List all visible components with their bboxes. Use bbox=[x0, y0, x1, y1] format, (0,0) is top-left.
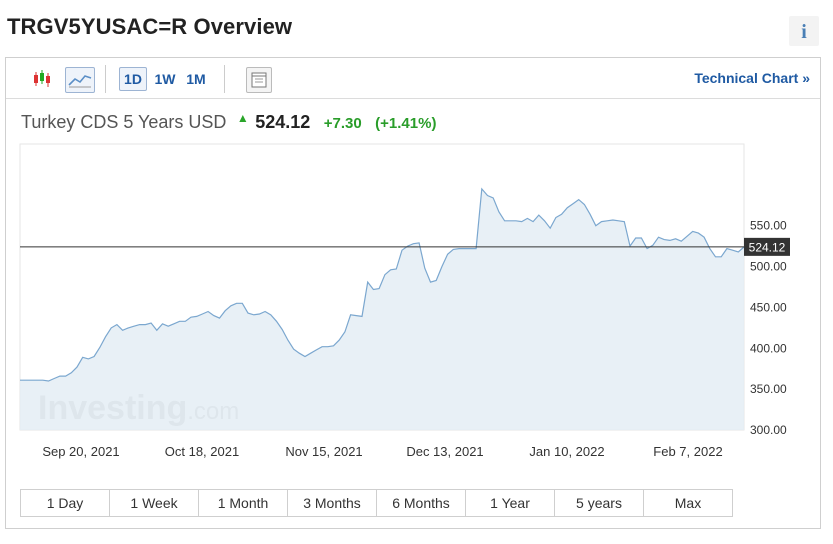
x-tick-label: Nov 15, 2021 bbox=[285, 444, 362, 459]
y-tick-label: 300.00 bbox=[750, 423, 787, 437]
range-6-months[interactable]: 6 Months bbox=[377, 490, 466, 516]
toolbar-divider bbox=[105, 65, 106, 93]
quote-header: Turkey CDS 5 Years USD ▲ 524.12 +7.30 (+… bbox=[21, 111, 436, 135]
series-line bbox=[20, 187, 745, 382]
technical-chart-link[interactable]: Technical Chart » bbox=[694, 70, 810, 86]
range-3-months[interactable]: 3 Months bbox=[288, 490, 377, 516]
chevron-right-icon: » bbox=[802, 70, 810, 86]
last-price-tag-label: 524.12 bbox=[749, 240, 786, 254]
arrow-up-icon: ▲ bbox=[236, 111, 249, 125]
x-tick-label: Sep 20, 2021 bbox=[42, 444, 119, 459]
range-max[interactable]: Max bbox=[674, 495, 702, 511]
toolbar-divider bbox=[224, 65, 225, 93]
instrument-name: Turkey CDS 5 Years USD bbox=[21, 112, 227, 132]
page-title: TRGV5YUSAC=R Overview bbox=[7, 14, 293, 39]
x-tick-label: Feb 7, 2022 bbox=[653, 444, 722, 459]
range-5-years[interactable]: 5 years bbox=[555, 490, 644, 516]
time-range-selector: 1 Day 1 Week 1 Month 3 Months 6 Months 1… bbox=[20, 489, 733, 517]
chart-window-icon[interactable] bbox=[246, 67, 272, 93]
technical-chart-label: Technical Chart bbox=[694, 70, 799, 86]
candlestick-chart-icon[interactable] bbox=[30, 67, 54, 91]
interval-1m-button[interactable]: 1M bbox=[186, 71, 206, 87]
last-price-tag bbox=[744, 237, 790, 256]
y-tick-label: 450.00 bbox=[750, 300, 787, 314]
range-1-month[interactable]: 1 Month bbox=[199, 490, 288, 516]
price-chart[interactable]: Investing.com524.12550.00500.00450.00400… bbox=[6, 58, 820, 488]
range-1-year[interactable]: 1 Year bbox=[466, 490, 555, 516]
range-1-day[interactable]: 1 Day bbox=[21, 490, 110, 516]
y-tick-label: 400.00 bbox=[750, 341, 787, 355]
range-1-week[interactable]: 1 Week bbox=[110, 490, 199, 516]
x-tick-label: Dec 13, 2021 bbox=[406, 444, 483, 459]
series-area bbox=[20, 188, 744, 430]
x-tick-label: Oct 18, 2021 bbox=[165, 444, 239, 459]
last-price: 524.12 bbox=[255, 112, 311, 132]
price-change: +7.30 bbox=[323, 115, 362, 132]
price-change-percent: (+1.41%) bbox=[375, 115, 437, 132]
info-icon[interactable]: i bbox=[789, 16, 819, 46]
interval-1d-button[interactable]: 1D bbox=[119, 67, 147, 91]
x-tick-label: Jan 10, 2022 bbox=[529, 444, 604, 459]
area-chart-icon[interactable] bbox=[65, 67, 95, 93]
chart-panel: 1D 1W 1M Technical Chart » Turkey CDS 5 … bbox=[5, 57, 821, 529]
interval-1w-button[interactable]: 1W bbox=[154, 71, 176, 87]
y-tick-label: 500.00 bbox=[750, 260, 787, 274]
chart-toolbar: 1D 1W 1M Technical Chart » bbox=[6, 58, 820, 99]
y-tick-label: 550.00 bbox=[750, 219, 787, 233]
y-tick-label: 350.00 bbox=[750, 382, 787, 396]
